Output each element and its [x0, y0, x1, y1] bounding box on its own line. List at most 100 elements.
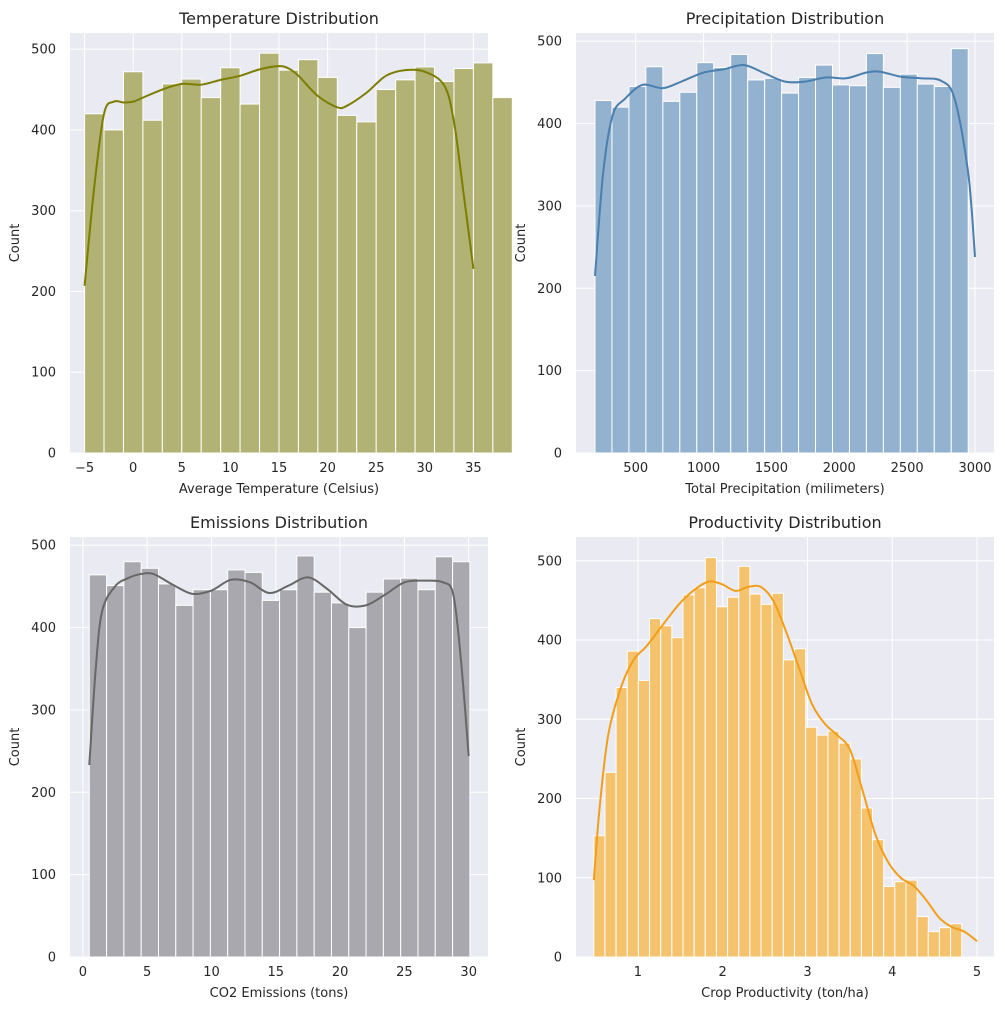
x-tick-label: 30	[417, 461, 434, 476]
histogram-bar	[916, 83, 935, 454]
y-tick-label: 100	[31, 868, 56, 883]
kde-curve	[83, 65, 475, 286]
histogram-bar	[927, 931, 940, 958]
x-tick-label: 3000	[958, 461, 991, 476]
histogram-bar	[682, 594, 695, 958]
histogram-bar	[693, 587, 706, 958]
subplot-temperature: −5 0 5 10 15 20 25 30 35 0 100 200 300 400 500 Temperat…	[8, 9, 513, 497]
x-tick-label: 5	[973, 965, 981, 980]
histogram-bar	[628, 86, 647, 454]
chart-title: Temperature Distribution	[178, 9, 379, 28]
bars	[594, 48, 969, 454]
histogram-bar	[713, 67, 732, 454]
histogram-bar	[671, 637, 684, 958]
histogram-bar	[894, 881, 907, 958]
x-tick-label: 4	[888, 965, 896, 980]
x-tick-label: 10	[203, 965, 220, 980]
histogram-bar	[313, 591, 332, 958]
histogram-bar	[382, 578, 402, 958]
histogram-bar	[805, 726, 818, 958]
y-axis-label: Count	[514, 728, 529, 767]
histogram-bar	[883, 885, 896, 958]
x-axis-label: Total Precipitation (milimeters)	[684, 482, 884, 497]
x-tick-label: 30	[460, 965, 477, 980]
histogram-bar	[336, 114, 358, 454]
y-tick-label: 100	[31, 366, 56, 381]
subplot-productivity: 1 2 3 4 5 0 100 200 300 400 500 Productivity Distri…	[514, 513, 994, 1001]
histogram-bar	[781, 92, 800, 454]
kde-curve	[594, 64, 976, 277]
histogram-bar	[594, 100, 613, 454]
histogram-bar	[899, 73, 918, 454]
histogram-bar	[782, 659, 795, 958]
histogram-bar	[175, 604, 194, 958]
y-tick-label: 400	[31, 123, 56, 138]
histogram-bar	[375, 89, 397, 454]
y-tick-label: 500	[537, 554, 562, 569]
histogram-bar	[239, 103, 261, 454]
tick-labels: 1 2 3 4 5 0 100 200 300 400 500	[537, 554, 981, 980]
kde-curve	[592, 580, 978, 942]
histogram-bar	[103, 129, 124, 454]
histogram-bar	[209, 589, 229, 958]
x-tick-label: 0	[79, 965, 87, 980]
histogram-bar	[395, 79, 416, 454]
histogram-bar	[649, 618, 662, 958]
histogram-bar	[662, 100, 681, 454]
y-tick-label: 0	[48, 447, 56, 462]
histogram-bar	[950, 48, 969, 454]
x-tick-label: −5	[75, 461, 94, 476]
chart-title: Emissions Distribution	[190, 513, 368, 532]
histogram-bar	[611, 106, 630, 454]
x-tick-label: 1500	[755, 461, 788, 476]
histogram-bar	[865, 53, 884, 454]
histogram-bar	[227, 569, 246, 958]
subplot-precipitation: 500 1000 1500 2000 2500 3000 0 100 200 300 400 500 P…	[514, 9, 994, 497]
y-tick-label: 500	[31, 539, 56, 554]
y-tick-label: 200	[31, 786, 56, 801]
kde-curve-group	[88, 572, 470, 766]
x-tick-label: 0	[129, 461, 137, 476]
histogram-bar	[317, 76, 338, 454]
histogram-bar	[192, 589, 211, 958]
kde-curve	[88, 572, 470, 766]
histogram-bar	[916, 916, 929, 958]
histogram-bar	[950, 923, 963, 958]
histogram-bar	[938, 927, 952, 958]
histogram-bar	[637, 679, 651, 958]
x-tick-label: 15	[271, 461, 288, 476]
histogram-bar	[827, 730, 840, 958]
x-tick-label: 1	[634, 965, 642, 980]
histogram-bar	[88, 574, 108, 958]
histogram-bar	[727, 596, 740, 958]
chart-title: Precipitation Distribution	[686, 9, 884, 28]
y-tick-label: 400	[537, 117, 562, 132]
histogram-bar	[123, 561, 142, 958]
histogram-bar	[816, 734, 829, 958]
histogram-bar	[279, 589, 298, 958]
histogram-bar	[417, 589, 436, 958]
histogram-bar	[860, 807, 874, 958]
histogram-bar	[764, 77, 783, 454]
histogram-bar	[140, 567, 159, 958]
y-tick-label: 200	[537, 792, 562, 807]
x-axis-label: CO2 Emissions (tons)	[210, 986, 349, 1001]
histogram-bar	[365, 591, 384, 958]
histogram-bar	[259, 52, 280, 454]
y-tick-label: 300	[31, 204, 56, 219]
histogram-bar	[330, 602, 350, 958]
histogram-bar	[645, 66, 664, 454]
histogram-bar	[660, 625, 673, 958]
bars	[593, 557, 963, 958]
y-tick-label: 0	[48, 951, 56, 966]
histogram-bar	[905, 879, 918, 958]
y-tick-label: 100	[537, 364, 562, 379]
histogram-bar	[815, 64, 833, 454]
y-tick-label: 500	[537, 35, 562, 50]
chart-title: Productivity Distribution	[688, 513, 881, 532]
bars	[88, 555, 471, 958]
y-tick-label: 200	[537, 282, 562, 297]
x-tick-label: 2500	[891, 461, 924, 476]
histogram-bar	[400, 577, 419, 958]
